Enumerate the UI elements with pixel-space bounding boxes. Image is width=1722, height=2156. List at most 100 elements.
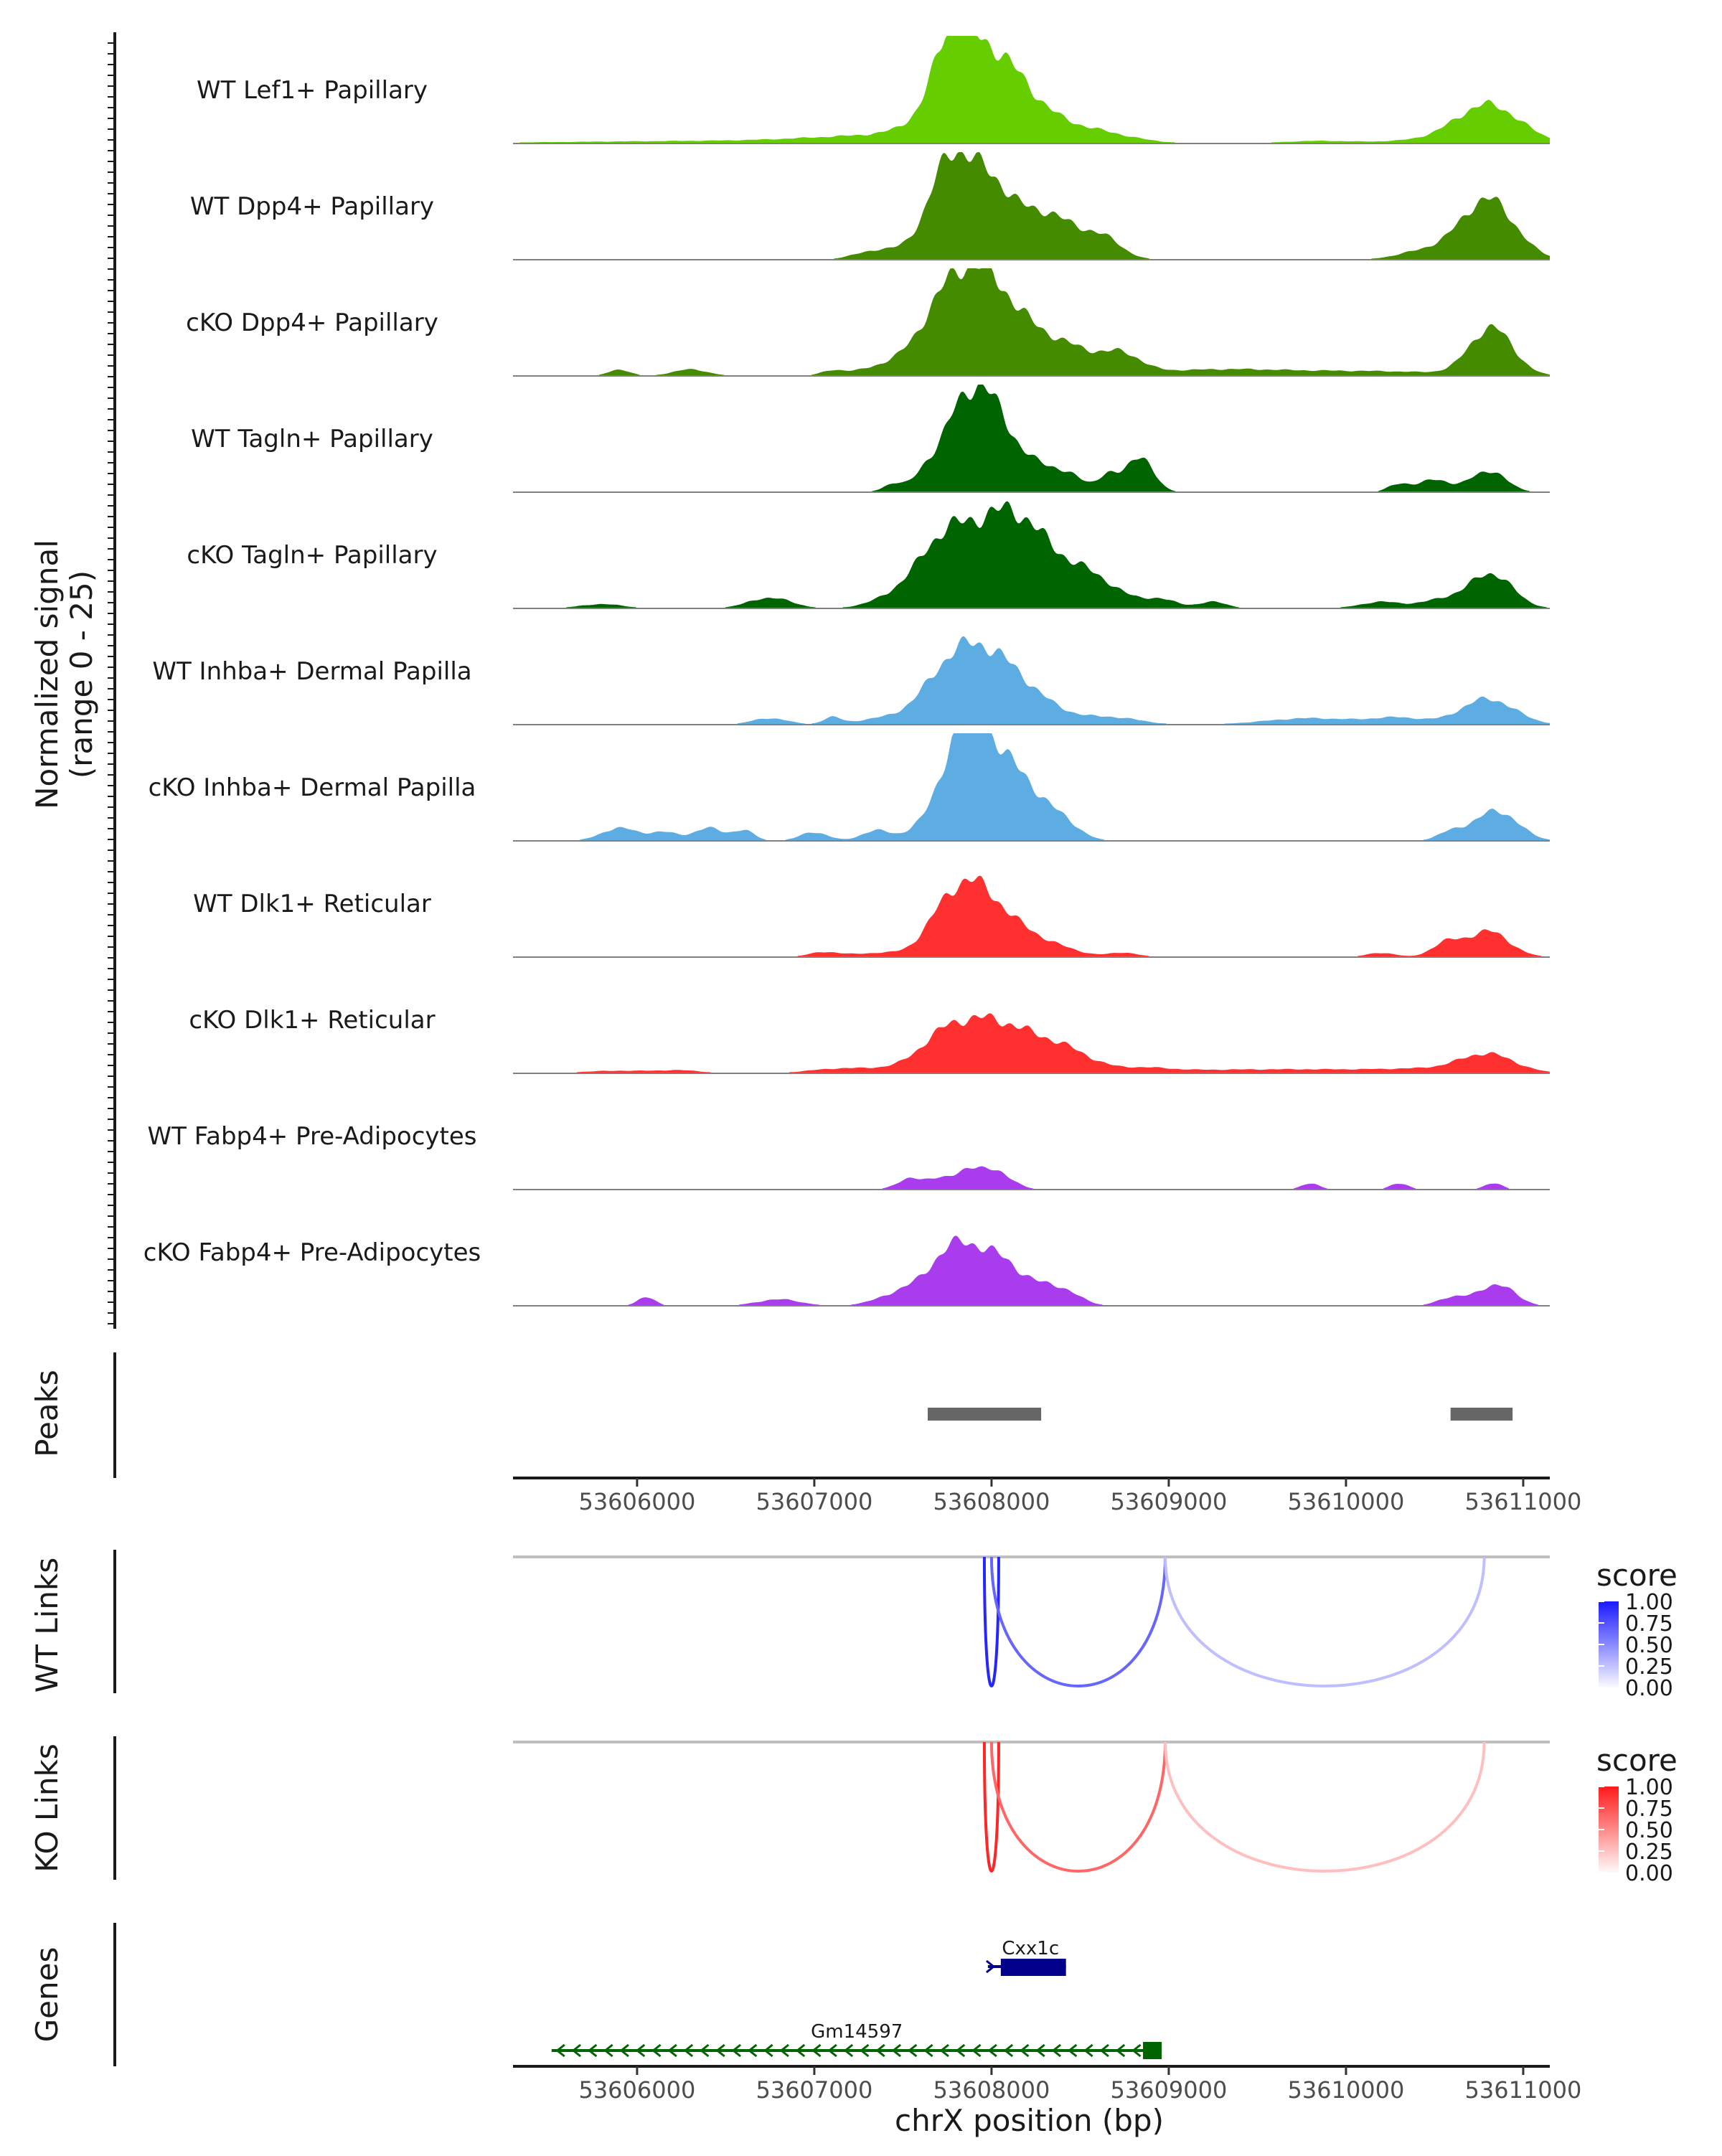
gene-strand-arrow [1051,2043,1061,2058]
x-tick-label: 53607000 [756,1488,872,1515]
gene-strand-arrow [619,2043,629,2058]
legend-tick-label: 0.25 [1625,1840,1673,1865]
x-tick-label: 53610000 [1288,1488,1405,1515]
peak-region [1450,1408,1513,1421]
gene-strand-arrow [1020,2043,1030,2058]
legend-tick-label: 1.00 [1625,1775,1673,1800]
gene-strand-arrow [747,2043,758,2058]
gene-strand-arrow [985,1959,996,1974]
gene-strand-arrow [907,2043,918,2058]
gene-strand-arrow [667,2043,677,2058]
legend-tick-label: 0.75 [1625,1797,1673,1822]
gene-strand-arrow [715,2043,725,2058]
gene-strand-arrow [811,2043,822,2058]
x-tick-label: 53606000 [578,2076,695,2104]
link-arc [982,1741,1000,1873]
legend-title: score [1596,1558,1678,1593]
track-label: cKO Tagln+ Papillary [187,541,437,570]
link-arc [982,1556,1000,1687]
gene-strand-arrow [955,2043,966,2058]
track-label: cKO Dpp4+ Papillary [186,309,438,337]
gene-strand-arrow [795,2043,806,2058]
legend-tick-label: 1.00 [1625,1590,1673,1615]
gene-strand-arrow [939,2043,949,2058]
coverage-area [513,1235,1550,1306]
gene-strand-arrow [1083,2043,1093,2058]
coverage-y-title: Normalized signal [29,540,65,809]
link-arc [1163,1556,1486,1687]
x-tick-label: 53610000 [1288,2076,1405,2104]
track-label: WT Fabp4+ Pre-Adipocytes [148,1122,477,1151]
x-tick-label: 53607000 [756,2076,872,2104]
x-tick-label: 53608000 [933,2076,1050,2104]
coverage-area [513,1166,1550,1190]
gene-label: Gm14597 [811,2021,903,2043]
coverage-area [513,1013,1550,1073]
gene-strand-arrow [1115,2043,1126,2058]
gene-strand-arrow [1035,2043,1045,2058]
gene-strand-arrow [827,2043,837,2058]
gene-strand-arrow [571,2043,581,2058]
gene-strand-arrow [763,2043,773,2058]
legend-tick-label: 0.00 [1625,1676,1673,1701]
gene-strand-arrow [700,2043,710,2058]
gene-strand-arrow [971,2043,982,2058]
track-label: cKO Dlk1+ Reticular [189,1006,435,1035]
gene-strand-arrow [987,2043,997,2058]
gene-strand-arrow [555,2043,565,2058]
coverage-area [513,36,1550,143]
coverage-area [513,875,1550,957]
x-tick-label: 53608000 [933,1488,1050,1515]
link-arc [989,1741,1167,1873]
legend-tick-label: 0.75 [1625,1611,1673,1637]
coverage-area [513,636,1550,725]
coverage-area [513,268,1550,376]
gene-exon [1143,2042,1162,2059]
legend-tick-label: 0.00 [1625,1861,1673,1886]
gene-strand-arrow [923,2043,933,2058]
gene-exon [1000,1959,1066,1976]
gene-strand-arrow [891,2043,901,2058]
legend-title: score [1596,1743,1678,1778]
peaks-title: Peaks [29,1370,65,1457]
track-label: WT Lef1+ Papillary [197,76,428,105]
legend-tick-label: 0.50 [1625,1818,1673,1843]
track-label: WT Dlk1+ Reticular [193,890,431,918]
coverage-area [513,152,1550,260]
x-axis-title: chrX position (bp) [895,2103,1164,2138]
genes-title: Genes [29,1947,65,2043]
coverage-y-range: (range 0 - 25) [64,570,99,778]
legend-tick-label: 0.25 [1625,1654,1673,1680]
gene-strand-arrow [1099,2043,1109,2058]
gene-strand-arrow [683,2043,694,2058]
legend-tick-label: 0.50 [1625,1633,1673,1658]
track-label: cKO Inhba+ Dermal Papilla [149,773,476,802]
gene-strand-arrow [1131,2043,1142,2058]
track-label: cKO Fabp4+ Pre-Adipocytes [144,1238,481,1267]
x-tick-label: 53609000 [1110,1488,1227,1515]
gene-strand-arrow [635,2043,646,2058]
gene-strand-arrow [779,2043,789,2058]
link-arc [989,1556,1167,1687]
x-tick-label: 53609000 [1110,2076,1227,2104]
gene-strand-arrow [1003,2043,1014,2058]
x-tick-label: 53611000 [1465,2076,1582,2104]
coverage-area [513,385,1550,492]
gene-strand-arrow [1067,2043,1078,2058]
gene-label: Cxx1c [1002,1938,1059,1959]
gene-strand-arrow [843,2043,854,2058]
x-tick-label: 53606000 [578,1488,695,1515]
peak-region [928,1408,1042,1421]
gene-strand-arrow [875,2043,885,2058]
gene-strand-arrow [731,2043,741,2058]
links-title: WT Links [29,1558,65,1693]
track-label: WT Tagln+ Papillary [191,425,433,453]
links-title: KO Links [29,1743,65,1873]
x-tick-label: 53611000 [1465,1488,1582,1515]
coverage-area [513,733,1550,841]
track-label: WT Inhba+ Dermal Papilla [152,657,471,686]
gene-strand-arrow [587,2043,598,2058]
gene-strand-arrow [651,2043,662,2058]
